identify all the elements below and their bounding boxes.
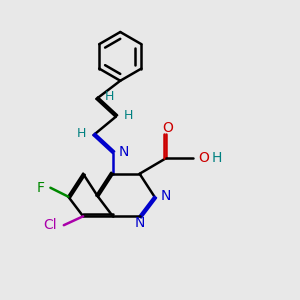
Text: N: N: [134, 216, 145, 230]
Text: O: O: [162, 121, 173, 135]
Text: F: F: [37, 181, 45, 195]
Text: H: H: [212, 151, 222, 165]
Text: H: H: [104, 90, 114, 103]
Text: H: H: [76, 127, 86, 140]
Text: O: O: [198, 151, 209, 165]
Text: N: N: [160, 189, 171, 203]
Text: H: H: [124, 109, 133, 122]
Text: N: N: [118, 146, 129, 159]
Text: Cl: Cl: [44, 218, 57, 232]
